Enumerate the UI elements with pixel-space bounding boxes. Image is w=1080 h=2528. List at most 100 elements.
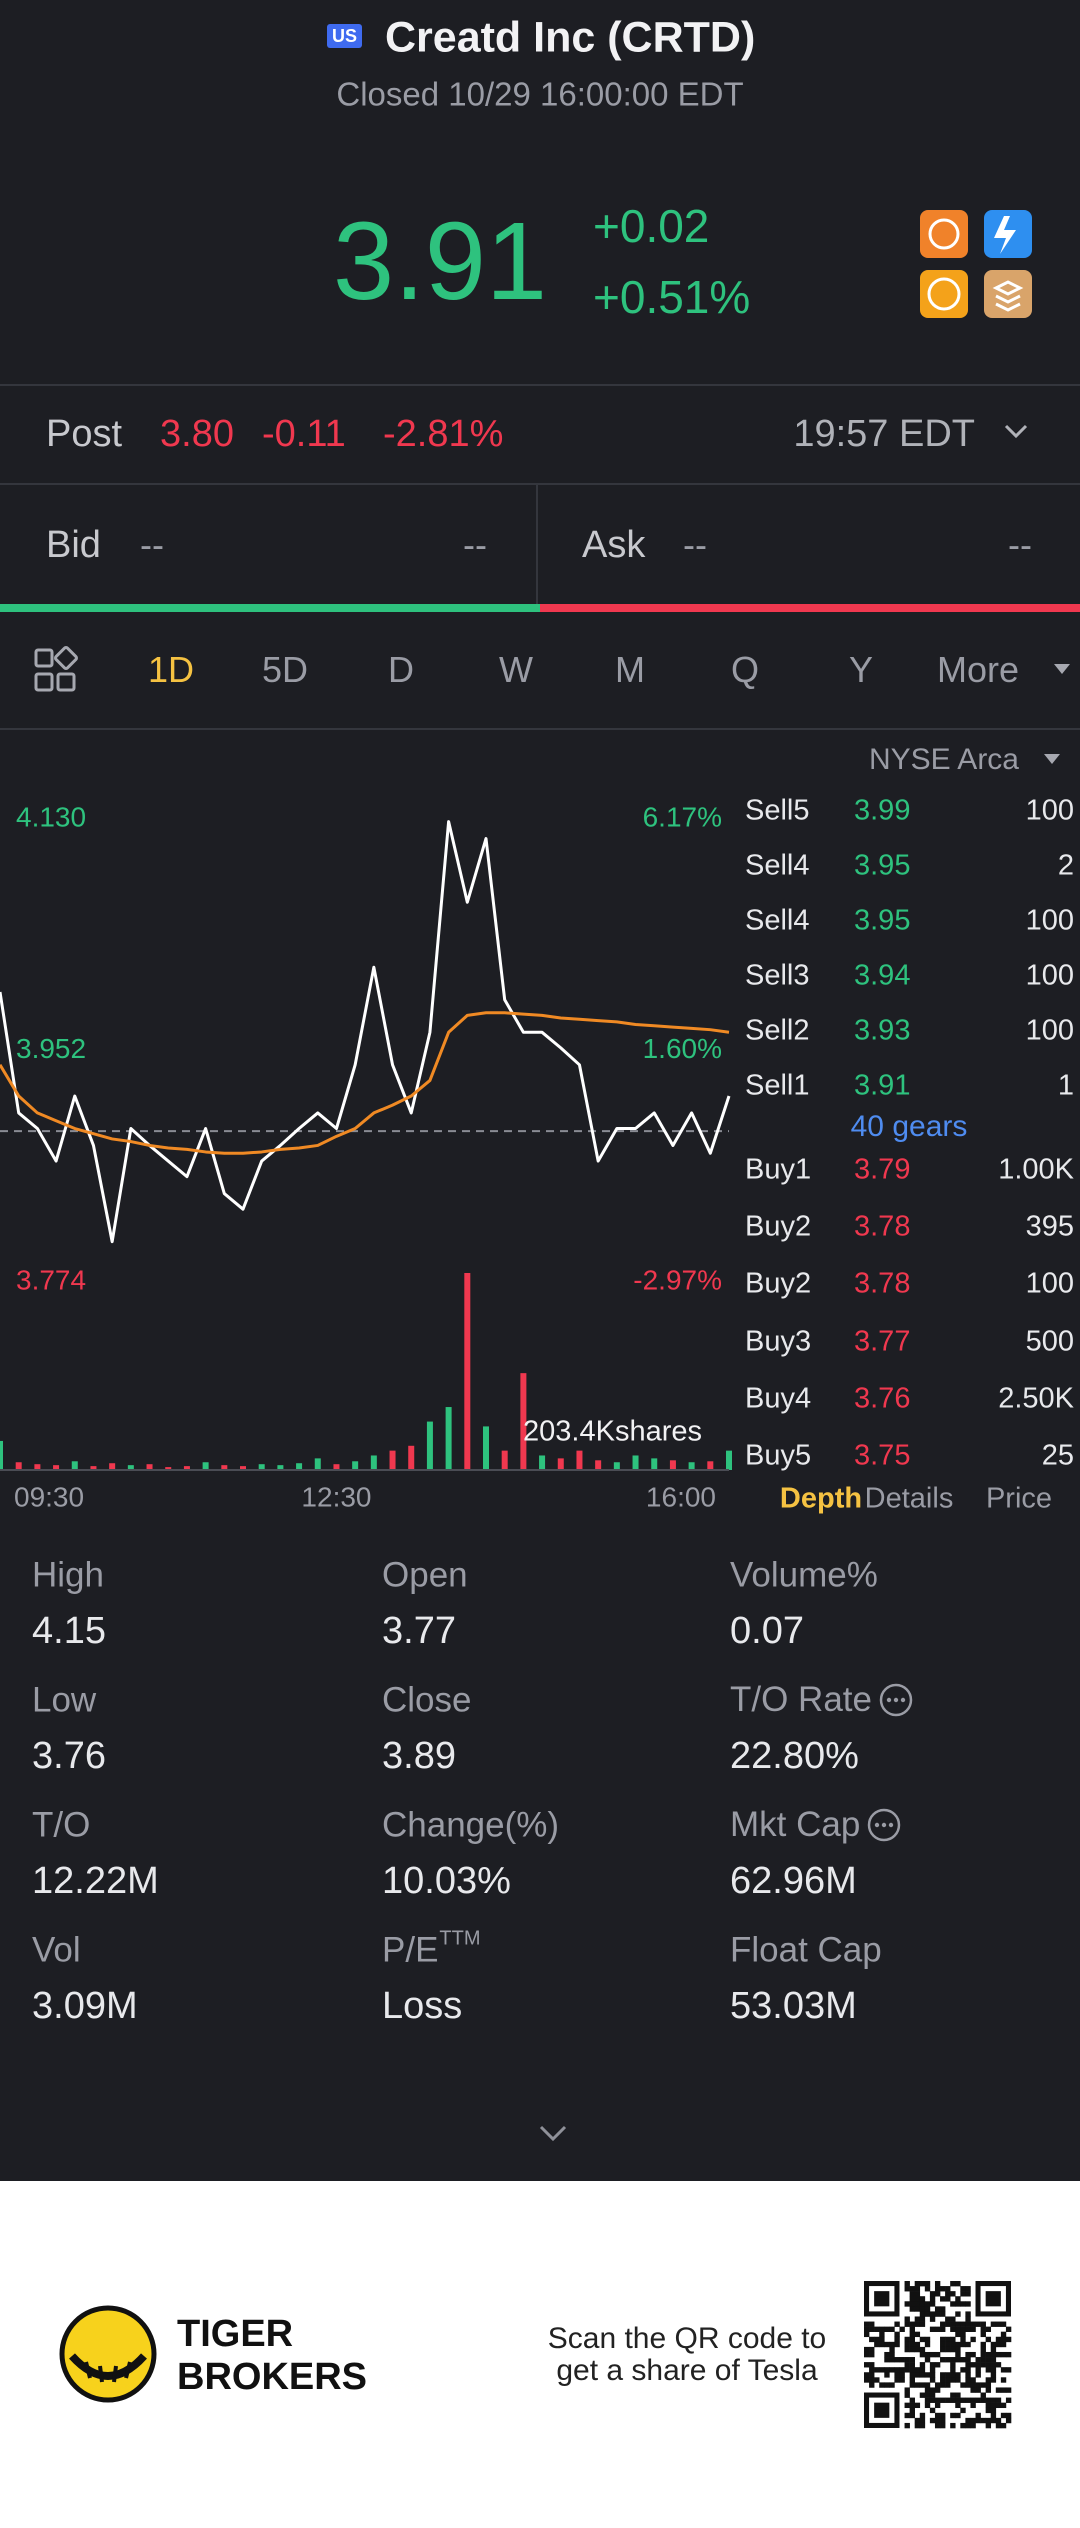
qr-cell <box>985 2326 992 2332</box>
qr-cell <box>995 2336 1002 2343</box>
qr-cell <box>904 2357 910 2363</box>
qr-cell <box>980 2362 986 2368</box>
stat-value: 3.76 <box>32 1735 106 1777</box>
qr-cell <box>934 2281 941 2287</box>
qr-cell <box>970 2336 976 2343</box>
volume-bar <box>127 1465 134 1470</box>
qr-cell <box>990 2367 997 2373</box>
qr-cell <box>904 2392 910 2398</box>
period-tab[interactable]: M <box>615 649 645 690</box>
layout-icon[interactable] <box>34 646 78 692</box>
stat-label: Float Cap <box>730 1933 882 1968</box>
stat-label: Close <box>382 1683 471 1718</box>
qr-cell <box>909 2336 915 2343</box>
period-tab[interactable]: 5D <box>261 649 309 690</box>
qr-cell <box>914 2367 921 2373</box>
qr-cell <box>985 2397 992 2403</box>
qr-cell <box>924 2351 931 2358</box>
qr-cell <box>980 2321 986 2327</box>
qr-cell <box>924 2336 931 2343</box>
post-chevron[interactable] <box>1004 424 1028 439</box>
order-side: Sell5 <box>745 794 810 827</box>
expand-chevron[interactable] <box>539 2125 567 2142</box>
qr-cell <box>864 2331 870 2338</box>
volume-bar <box>688 1462 695 1470</box>
qr-cell <box>909 2346 915 2353</box>
period-tab[interactable]: W <box>499 649 533 690</box>
feature-icons[interactable] <box>920 210 1032 318</box>
period-tab[interactable]: D <box>388 649 414 690</box>
qr-cell <box>1000 2351 1007 2358</box>
volume-bar <box>0 1440 3 1470</box>
order-tab[interactable]: Depth <box>779 1482 863 1515</box>
qr-finder <box>863 2392 900 2429</box>
qr-cell <box>960 2407 966 2414</box>
qr-cell <box>995 2387 1002 2393</box>
qr-cell <box>945 2321 951 2327</box>
qr-cell <box>975 2387 981 2393</box>
order-size: 395 <box>1025 1210 1074 1243</box>
order-side: Buy4 <box>745 1382 812 1415</box>
qr-cell <box>909 2341 915 2348</box>
stat-value: Loss <box>382 1985 463 2027</box>
period-tab[interactable]: Q <box>730 649 760 690</box>
period-tab[interactable]: Y <box>848 649 874 690</box>
order-side: Buy1 <box>745 1153 812 1186</box>
qr-cell <box>965 2357 971 2363</box>
info-icon[interactable] <box>866 1807 902 1843</box>
qr-cell <box>924 2281 931 2287</box>
qr-cell <box>990 2346 997 2353</box>
qr-cell <box>965 2367 971 2373</box>
qr-cell <box>945 2341 951 2348</box>
y-tick-label: 3.774 <box>16 1264 86 1295</box>
x-tick-label: 12:30 <box>301 1481 371 1512</box>
qr-cell <box>934 2306 941 2312</box>
order-price: 3.93 <box>854 1014 911 1047</box>
qr-cell <box>950 2412 956 2419</box>
volume-bar <box>651 1458 658 1470</box>
qr-cell <box>899 2377 905 2383</box>
qr-cell <box>990 2362 997 2368</box>
qr-cell <box>874 2336 880 2343</box>
period-tab[interactable]: 1D <box>147 649 195 690</box>
qr-cell <box>904 2387 910 2393</box>
stat-label-text: Volume% <box>730 1555 878 1595</box>
qr-cell <box>960 2286 966 2292</box>
qr-cell <box>924 2372 931 2378</box>
qr-cell <box>919 2412 926 2419</box>
qr-cell <box>924 2301 931 2307</box>
qr-cell <box>955 2326 961 2332</box>
volume-bar <box>707 1461 714 1470</box>
qr-cell <box>929 2367 936 2373</box>
qr-cell <box>960 2422 966 2429</box>
volume-bar <box>408 1445 415 1470</box>
stat-label-text: Change(%) <box>382 1805 560 1845</box>
qr-cell <box>950 2291 956 2297</box>
volume-bar <box>71 1461 78 1470</box>
more-arrow[interactable] <box>1054 664 1070 674</box>
qr-cell <box>950 2341 956 2348</box>
order-tab[interactable]: Details <box>864 1482 954 1515</box>
qr-cell <box>914 2306 921 2312</box>
qr-cell <box>970 2417 976 2424</box>
order-side: Buy3 <box>745 1325 812 1358</box>
info-icon[interactable] <box>878 1682 914 1718</box>
qr-cell <box>955 2346 961 2353</box>
qr-cell <box>950 2346 956 2353</box>
exchange[interactable]: NYSE Arca <box>868 743 1019 776</box>
exchange-arrow[interactable] <box>1044 754 1060 764</box>
qr-cell <box>934 2412 941 2419</box>
qr-cell <box>950 2367 956 2373</box>
qr-finder <box>985 2291 1001 2307</box>
volume-bar <box>183 1466 190 1470</box>
qr-cell <box>904 2316 910 2322</box>
qr-cell <box>960 2382 966 2388</box>
order-tab[interactable]: Price <box>985 1482 1053 1515</box>
qr-cell <box>990 2417 997 2424</box>
qr-cell <box>894 2331 900 2338</box>
qr-cell <box>940 2296 946 2302</box>
qr-cell <box>869 2372 875 2378</box>
period-tab[interactable]: More <box>936 649 1020 690</box>
qr-cell <box>985 2351 992 2358</box>
qr-cell <box>955 2331 961 2338</box>
